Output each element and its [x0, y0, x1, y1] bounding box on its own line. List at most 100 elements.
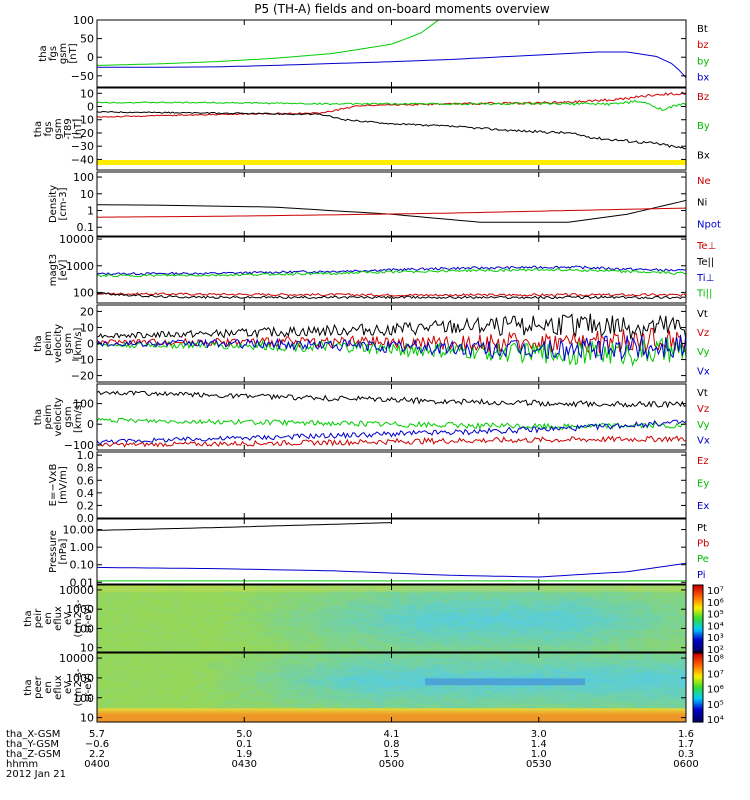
ephemeris-value: 0430 [232, 759, 257, 770]
ytick-peer: 1000 [66, 672, 94, 685]
svg-text:peim: peim [43, 331, 54, 356]
legend-fgs-3: bx [697, 73, 709, 84]
ytick-velocity_zoom: 0 [87, 338, 94, 351]
ephemeris-value: 1.6 [678, 729, 694, 740]
svg-text:eV: eV [63, 681, 74, 694]
svg-text:peim: peim [43, 404, 54, 429]
quality-bar [97, 160, 686, 165]
ytick-pressure: 0.01 [70, 576, 95, 589]
ytick-pressure: 1.00 [70, 541, 95, 554]
series-density-Ni [97, 199, 686, 223]
ytick-fgs_zoom: −40 [71, 153, 94, 166]
ytick-velocity: 100 [73, 398, 94, 411]
svg-text:gsm: gsm [63, 333, 74, 354]
ephemeris-value: 1.9 [236, 749, 252, 760]
svg-text:eV: eV [63, 612, 74, 625]
legend-velocity-2: Vy [697, 420, 710, 431]
ephemeris-value: 0600 [673, 759, 698, 770]
ytick-fgs_zoom: −20 [71, 127, 94, 140]
ytick-fgs: −50 [71, 70, 94, 83]
ylabel-temperature: magt3 [eV] [48, 254, 69, 287]
ephemeris-value: 0400 [84, 759, 109, 770]
svg-text:gsm: gsm [58, 43, 69, 64]
svg-text:peer: peer [33, 675, 44, 699]
svg-text:[eV]: [eV] [58, 260, 69, 281]
ephemeris-label: tha_X-GSM [6, 729, 60, 740]
ephemeris-value: 0.1 [236, 739, 252, 750]
legend-temperature-1: Te|| [696, 257, 714, 268]
spectrogram-peir [97, 585, 686, 652]
series-velocity-Vy [97, 417, 686, 430]
ephemeris-value: 0500 [379, 759, 404, 770]
series-velocity-Vz [97, 435, 686, 448]
legend-velocity-3: Vx [697, 436, 710, 447]
series-temperature-Te⊥ [97, 292, 686, 297]
ephemeris-value: 2.2 [89, 749, 105, 760]
colorbar-label: 10⁵ [707, 610, 724, 621]
ytick-peer: 10000 [59, 652, 94, 665]
legend-temperature-0: Te⊥ [696, 241, 716, 252]
ephemeris-value: 0.3 [678, 749, 694, 760]
ytick-efield: 1.0 [77, 449, 95, 462]
ytick-peer: 100 [73, 692, 94, 705]
series-temperature-Te|| [97, 292, 686, 300]
ephemeris-value: 5.7 [89, 729, 105, 740]
svg-text:E=−VxB: E=−VxB [48, 464, 59, 507]
ytick-fgs_zoom: −30 [71, 140, 94, 153]
legend-velocity_zoom-3: Vx [697, 366, 710, 377]
colorbar-label: 10⁶ [707, 598, 724, 609]
ylabel-velocity_zoom: tha peim velocity gsm [km/s] [33, 324, 84, 363]
svg-text:velocity: velocity [53, 397, 64, 436]
legend-fgs-0: Bt [697, 24, 708, 35]
ytick-density: 100 [73, 171, 94, 184]
svg-text:sr-eV): sr-eV) [83, 604, 94, 633]
svg-text:en: en [43, 612, 54, 625]
ytick-efield: 0.0 [77, 512, 95, 525]
legend-fgs_zoom-2: Bx [697, 150, 710, 161]
ytick-temperature: 10000 [59, 233, 94, 246]
svg-text:gsm: gsm [53, 118, 64, 139]
ylabel-density: Density [cm-3] [48, 185, 69, 223]
legend-temperature-3: Ti|| [696, 289, 712, 300]
svg-text:fgs: fgs [43, 121, 54, 136]
series-pressure-Pi [97, 562, 686, 578]
svg-text:tha: tha [33, 121, 44, 137]
ytick-temperature: 1000 [66, 260, 94, 273]
svg-text:(cm2-s-: (cm2-s- [73, 668, 84, 706]
series-density-Ne [97, 207, 686, 218]
legend-velocity_zoom-1: Vz [697, 328, 709, 339]
frame-fgs [96, 19, 687, 88]
legend-velocity-0: Vt [697, 388, 708, 399]
svg-text:tha: tha [38, 45, 49, 61]
ephemeris-value: 5.0 [236, 729, 252, 740]
svg-text:fgs: fgs [48, 46, 59, 61]
series-velocity-Vx [97, 419, 686, 445]
svg-text:tha: tha [23, 610, 34, 626]
svg-text:velocity: velocity [53, 324, 64, 363]
panel-fgs_zoom: Bz By Bx 100−10−20−30−40 tha fgs gsm -T89 [nT] [33, 87, 710, 171]
ylabel-fgs: tha fgs gsm [nT] [38, 43, 79, 64]
legend-pressure-0: Pt [697, 523, 707, 534]
series-velocity_zoom-Vz [97, 327, 686, 354]
ytick-density: 1 [87, 205, 94, 218]
series-velocity-Vt [97, 390, 686, 409]
svg-text:[km/s]: [km/s] [73, 327, 84, 359]
ytick-velocity_zoom: −20 [71, 370, 94, 383]
panel-efield: Ez Ey Ex 1.00.80.60.40.20.0 E=−VxB [mV/m] [48, 449, 709, 525]
svg-text:[nT]: [nT] [73, 119, 84, 139]
legend-temperature-2: Ti⊥ [696, 273, 714, 284]
panel-velocity: Vt Vz Vy Vx 100 0 −100 tha peim velocity gsm [km/s] [33, 383, 710, 452]
ytick-density: 10 [80, 188, 94, 201]
legend-efield-0: Ez [697, 456, 709, 467]
ylabel-peer: tha peer en eflux eV (cm2-s-sr-eV) [23, 668, 94, 706]
ytick-velocity_zoom: 10 [80, 321, 94, 334]
svg-text:tha: tha [33, 409, 44, 425]
ytick-peir: 100 [73, 622, 94, 635]
svg-text:Pressure: Pressure [48, 530, 59, 573]
legend-velocity_zoom-2: Vy [697, 347, 710, 358]
series-fgs_zoom-Bx [97, 110, 686, 150]
ytick-velocity: 0 [87, 418, 94, 431]
svg-text:[nT]: [nT] [68, 43, 79, 63]
legend-efield-2: Ex [697, 501, 709, 512]
